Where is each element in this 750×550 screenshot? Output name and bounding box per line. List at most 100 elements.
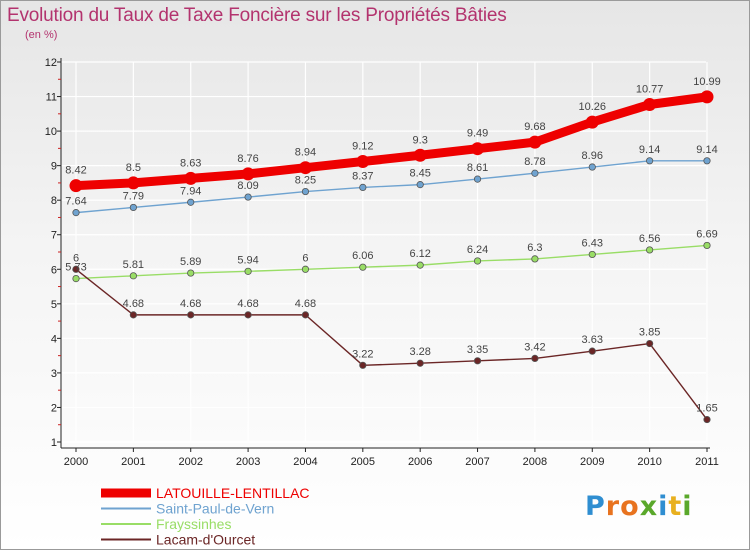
logo-letter: r [605,491,621,522]
data-label: 8.94 [295,147,316,159]
data-label: 4.68 [123,298,144,310]
data-point [359,263,367,271]
logo-letter: i [682,491,693,522]
data-label: 3.85 [639,327,660,339]
legend-label: Frayssinhes [156,516,231,532]
data-point [646,246,654,254]
series-line [75,268,708,421]
data-point [700,90,714,104]
data-label: 10.99 [693,76,721,88]
data-point [72,274,80,283]
y-tick-label: 2 [51,402,57,414]
data-point [646,339,654,348]
data-label: 9.49 [467,128,488,140]
data-point [72,209,80,217]
data-label: 4.68 [237,298,258,310]
data-point [588,163,596,171]
data-label: 8.76 [237,153,258,165]
y-tick-label: 12 [45,57,57,69]
data-label: 3.63 [582,334,603,346]
data-label: 9.3 [413,134,428,146]
data-label: 10.26 [579,101,607,113]
data-label: 6.06 [352,250,373,262]
series-line [75,160,708,214]
data-point [643,97,657,111]
data-point [129,203,137,212]
data-label: 6.43 [582,237,603,249]
x-tick-label: 2010 [637,456,661,468]
logo-letter: o [620,491,640,522]
x-tick-label: 2008 [523,456,547,468]
x-tick-label: 2005 [351,456,375,468]
logo-letter: t [668,491,683,522]
data-point [473,357,482,365]
x-tick-label: 2004 [293,456,317,468]
data-label: 9.14 [639,144,660,156]
data-label: 5.73 [65,262,86,274]
y-tick-label: 10 [45,126,57,138]
data-point [301,187,310,196]
data-label: 7.94 [180,185,201,197]
data-label: 8.45 [409,168,430,180]
data-point [359,361,367,369]
data-point [126,176,140,190]
y-tick-label: 1 [51,437,57,449]
data-label: 8.25 [295,175,316,187]
x-tick-label: 2011 [695,456,719,468]
data-label: 3.35 [467,344,488,356]
data-point [129,272,137,280]
data-point [646,157,654,165]
data-label: 6.24 [467,244,488,256]
data-point [531,255,539,263]
data-point [244,267,252,275]
data-point [585,115,599,129]
data-label: 8.96 [582,150,603,162]
data-point [241,167,255,181]
chart-subtitle: (en %) [25,29,58,41]
data-point [471,142,485,156]
data-point [129,311,137,319]
data-label: 6.12 [409,248,430,260]
data-label: 6.3 [527,242,542,254]
x-tick-label: 2002 [178,456,202,468]
data-label: 5.81 [123,259,144,271]
data-point [531,169,539,177]
data-label: 8.37 [352,170,373,182]
data-point [72,265,80,273]
y-tick-label: 5 [51,299,57,311]
x-tick-label: 2006 [408,456,432,468]
series-line [75,244,708,280]
logo-letter: i [658,491,669,522]
data-label: 1.65 [696,403,717,415]
data-label: 9.12 [352,140,373,152]
series-lines [69,90,714,424]
data-label: 3.28 [409,346,430,358]
data-label: 9.14 [696,144,717,156]
legend: LATOUILLE-LENTILLACSaint-Paul-de-VernFra… [101,485,310,548]
data-point [473,257,482,265]
data-label: 5.89 [180,256,201,268]
data-point [416,261,424,269]
data-label: 6 [73,252,79,264]
data-label: 4.68 [295,298,316,310]
data-point [416,181,424,189]
y-tick-label: 3 [51,368,57,380]
data-label: 6.56 [639,233,660,245]
y-tick-label: 6 [51,264,57,276]
data-point [69,179,83,193]
data-point [359,183,367,191]
data-label: 6.69 [696,228,717,240]
data-label: 8.78 [524,156,545,168]
series-line [71,92,712,191]
chart-title: Evolution du Taux de Taxe Foncière sur l… [7,5,507,26]
data-label: 8.5 [126,162,141,174]
data-point [301,265,310,273]
data-point [703,241,711,250]
x-tick-label: 2007 [465,456,489,468]
y-tick-label: 7 [51,230,57,242]
proxiti-logo: Proxiti [585,491,693,522]
data-label: 8.61 [467,162,488,174]
